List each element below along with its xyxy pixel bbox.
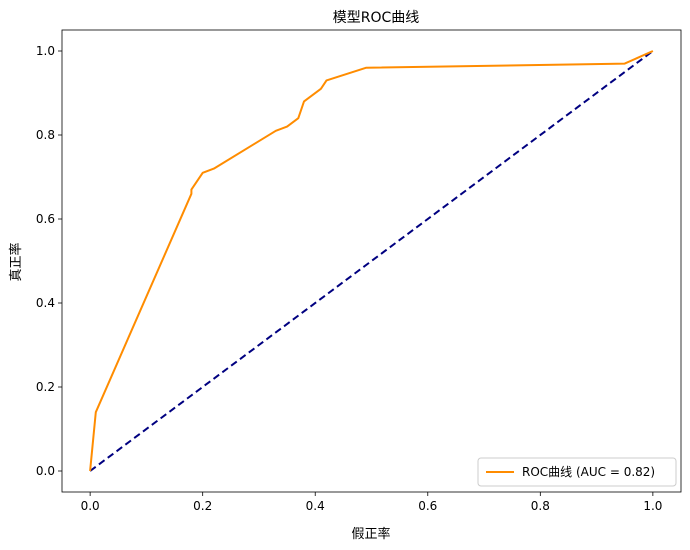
y-tick-label: 0.0 (36, 464, 55, 478)
roc-curve-line (89, 50, 654, 472)
x-tick-label: 1.0 (643, 499, 662, 513)
x-tick-label: 0.6 (418, 499, 437, 513)
x-tick-label: 0.2 (193, 499, 212, 513)
y-tick-label: 0.8 (36, 128, 55, 142)
legend-entry-roc: ROC曲线 (AUC = 0.82) (522, 465, 655, 479)
x-tick-label: 0.0 (81, 499, 100, 513)
x-tick-label: 0.8 (531, 499, 550, 513)
y-axis-label: 真正率 (8, 242, 24, 281)
plot-frame (61, 29, 682, 493)
y-tick-label: 0.6 (36, 212, 55, 226)
chart-title: 模型ROC曲线 (333, 10, 420, 26)
y-tick-label: 1.0 (36, 44, 55, 58)
x-axis-label: 假正率 (351, 526, 390, 542)
y-tick-label: 0.2 (36, 380, 55, 394)
y-tick-label: 0.4 (36, 296, 55, 310)
legend: ROC曲线 (AUC = 0.82) (477, 457, 677, 487)
diagonal-reference-line (89, 50, 654, 472)
x-tick-label: 0.4 (306, 499, 325, 513)
legend-box (477, 457, 677, 487)
